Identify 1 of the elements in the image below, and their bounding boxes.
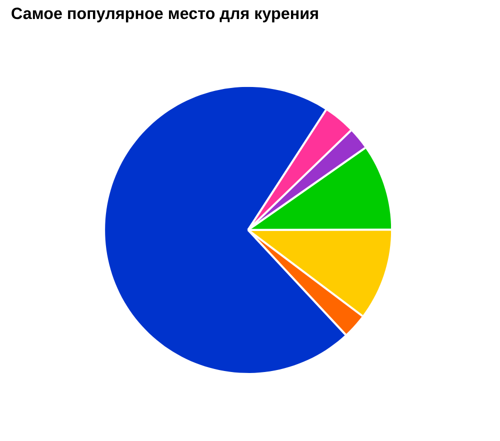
- chart-title: Самое популярное место для курения: [12, 8, 318, 22]
